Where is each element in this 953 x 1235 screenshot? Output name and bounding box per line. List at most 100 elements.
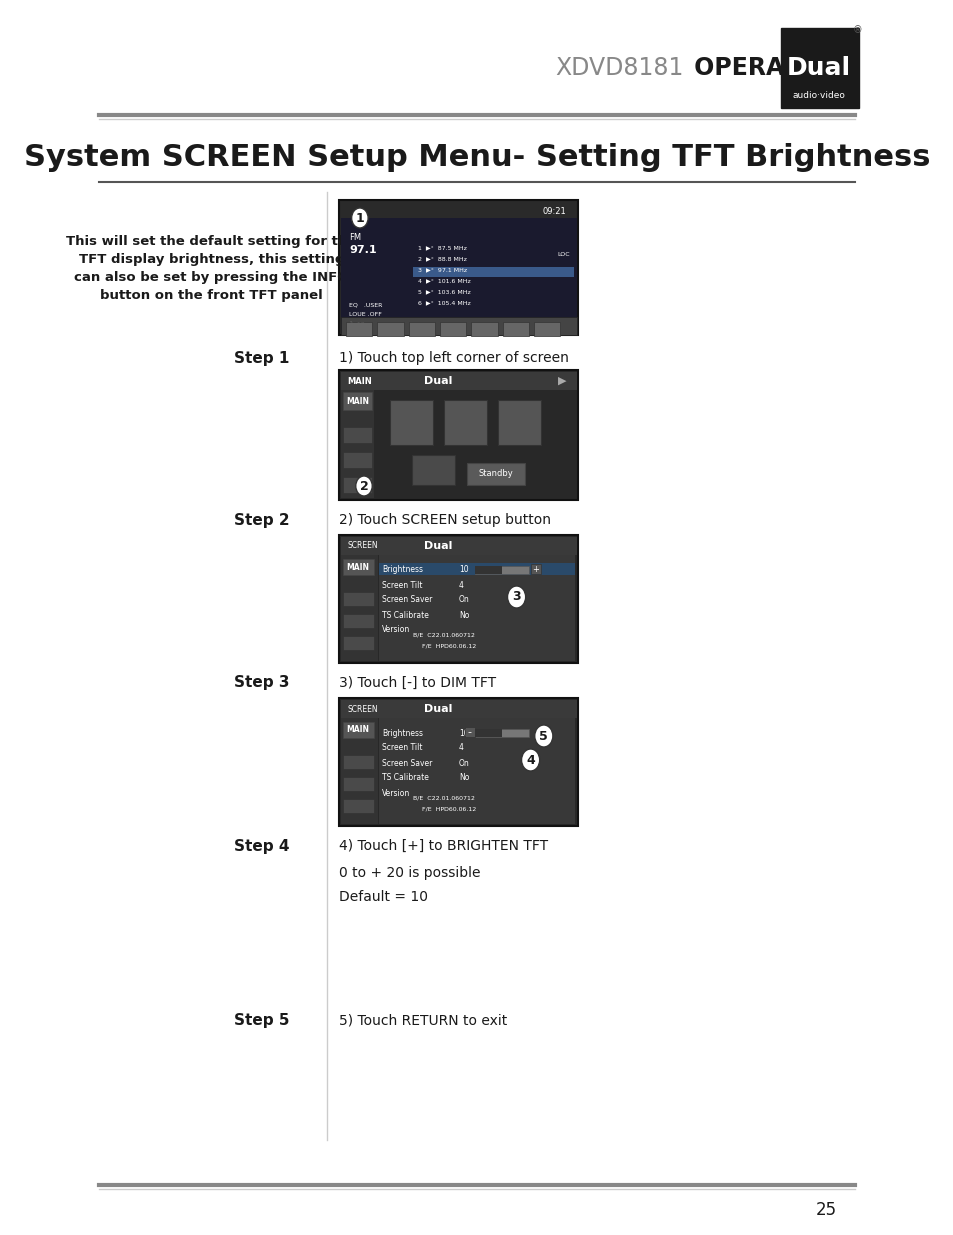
Text: B/E  C22.01.060712: B/E C22.01.060712 [413, 632, 475, 637]
Text: Dual: Dual [423, 375, 452, 387]
Text: Step 2: Step 2 [233, 513, 290, 527]
Bar [342, 614, 374, 629]
Text: Step 3: Step 3 [234, 676, 290, 690]
Text: FM: FM [349, 233, 361, 242]
Bar [339, 200, 578, 335]
Bar [342, 636, 374, 650]
Bar [475, 566, 501, 574]
Text: On: On [458, 595, 469, 604]
Text: Screen Saver: Screen Saver [382, 595, 432, 604]
Bar [342, 391, 372, 410]
Bar [502, 322, 528, 336]
Text: 4: 4 [526, 753, 535, 767]
Bar [413, 267, 574, 277]
Circle shape [355, 475, 372, 496]
Text: Version: Version [382, 625, 410, 635]
Text: Brightness: Brightness [382, 729, 423, 737]
Text: 25: 25 [815, 1200, 836, 1219]
Bar [342, 452, 372, 468]
Text: OPERATION: OPERATION [685, 56, 846, 80]
Text: 2) Touch SCREEN setup button: 2) Touch SCREEN setup button [339, 513, 551, 527]
Bar [340, 555, 377, 661]
Text: -: - [467, 727, 471, 737]
Text: ▶: ▶ [558, 375, 566, 387]
Bar [780, 28, 858, 107]
Bar [412, 454, 455, 485]
Text: 1: 1 [355, 211, 364, 225]
Text: 1  ▶°  87.5 MHz: 1 ▶° 87.5 MHz [417, 246, 466, 251]
Bar [443, 400, 486, 445]
Text: Step 1: Step 1 [234, 351, 290, 366]
Text: 4) Touch [+] to BRIGHTEN TFT: 4) Touch [+] to BRIGHTEN TFT [339, 839, 548, 853]
Text: 0 to + 20 is possible
Default = 10: 0 to + 20 is possible Default = 10 [339, 866, 480, 904]
Text: No: No [458, 773, 469, 783]
Text: 5: 5 [538, 730, 548, 742]
Bar [342, 427, 372, 443]
Bar [378, 563, 575, 576]
Text: 4  ▶°  101.6 MHz: 4 ▶° 101.6 MHz [417, 279, 470, 284]
Text: 2: 2 [359, 479, 368, 493]
Text: System SCREEN Setup Menu- Setting TFT Brightness: System SCREEN Setup Menu- Setting TFT Br… [24, 143, 929, 173]
Circle shape [535, 725, 553, 747]
Text: No: No [458, 610, 469, 620]
Text: Step 5: Step 5 [234, 1013, 290, 1028]
Bar [439, 322, 466, 336]
Text: MAIN: MAIN [346, 725, 370, 735]
Bar [390, 400, 433, 445]
Bar [475, 729, 528, 737]
Bar [475, 566, 528, 574]
Text: LOC: LOC [557, 252, 569, 258]
Text: Dual: Dual [423, 541, 452, 551]
Text: MAIN: MAIN [346, 396, 369, 405]
Bar [340, 372, 577, 390]
Bar [340, 537, 577, 555]
Circle shape [507, 585, 525, 608]
Bar [467, 463, 524, 485]
Bar [342, 477, 372, 493]
Text: 2  ▶°  88.8 MHz: 2 ▶° 88.8 MHz [417, 257, 466, 262]
Bar [342, 755, 374, 769]
Text: 4: 4 [458, 580, 463, 589]
Bar [378, 555, 575, 661]
Bar [340, 317, 577, 335]
Bar [339, 535, 578, 663]
Bar [497, 400, 540, 445]
Circle shape [352, 207, 368, 228]
Bar [530, 564, 540, 574]
Text: This will set the default setting for the
TFT display brightness, this setting
c: This will set the default setting for th… [66, 235, 356, 303]
Text: 6  ▶°  105.4 MHz: 6 ▶° 105.4 MHz [417, 300, 470, 305]
Bar [376, 322, 403, 336]
Bar [340, 718, 377, 824]
Bar [408, 322, 435, 336]
Text: ®: ® [851, 25, 862, 35]
Text: audio·video: audio·video [792, 90, 845, 100]
Text: 4: 4 [458, 743, 463, 752]
Text: 1) Touch top left corner of screen: 1) Touch top left corner of screen [339, 351, 569, 366]
Text: Dual: Dual [423, 704, 452, 714]
Circle shape [521, 748, 539, 771]
Text: 97.1: 97.1 [349, 245, 376, 254]
Text: 5  ▶°  103.6 MHz: 5 ▶° 103.6 MHz [417, 289, 470, 294]
Bar [378, 718, 575, 824]
Bar [342, 799, 374, 813]
Text: XDVD8181: XDVD8181 [555, 56, 683, 80]
Bar [339, 370, 578, 500]
Text: TS Calibrate: TS Calibrate [382, 610, 429, 620]
Bar [342, 722, 374, 739]
Text: Brightness: Brightness [382, 566, 423, 574]
Text: Standby: Standby [478, 469, 513, 478]
Bar [464, 727, 474, 737]
Text: On: On [458, 758, 469, 767]
Bar [340, 390, 374, 498]
Bar [534, 322, 559, 336]
Text: Step 4: Step 4 [234, 839, 290, 853]
Bar [346, 322, 372, 336]
Text: EQ   .USER: EQ .USER [349, 303, 382, 308]
Text: LOUE .OFF: LOUE .OFF [349, 312, 381, 317]
Bar [340, 700, 577, 718]
Text: ♪  19: ♪ 19 [349, 322, 365, 327]
Text: 3) Touch [-] to DIM TFT: 3) Touch [-] to DIM TFT [339, 676, 496, 690]
Bar [342, 777, 374, 790]
Text: MAIN: MAIN [347, 377, 372, 385]
Bar [475, 729, 501, 737]
